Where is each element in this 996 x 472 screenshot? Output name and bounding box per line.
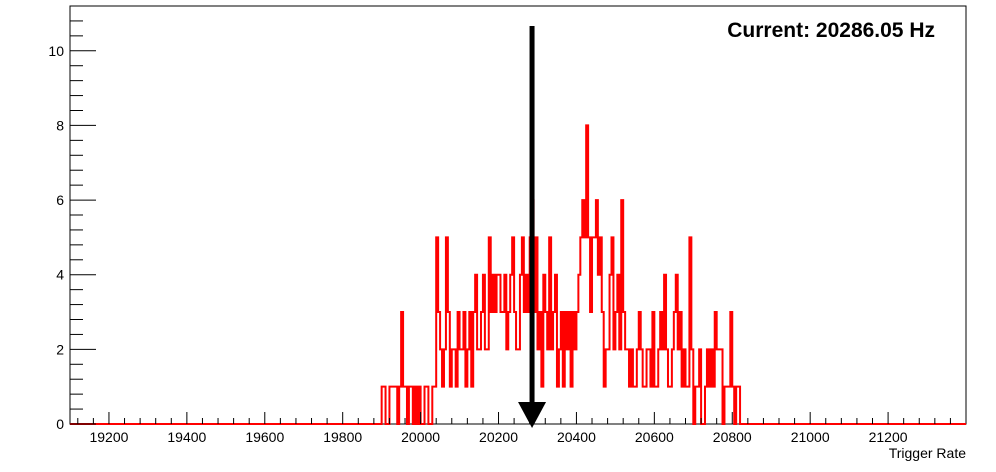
- plot-frame: [69, 5, 967, 425]
- current-rate-annotation: Current: 20286.05 Hz: [727, 19, 935, 42]
- y-tick-label: 8: [56, 117, 64, 133]
- x-tick-label: 19800: [323, 429, 362, 445]
- y-tick-label: 4: [56, 267, 64, 283]
- y-tick-label: 2: [56, 341, 64, 357]
- y-tick-label: 10: [48, 43, 64, 59]
- y-tick-label: 0: [56, 416, 64, 432]
- x-tick-label: 21200: [869, 429, 908, 445]
- current-rate-arrow-head: [518, 402, 547, 428]
- histogram-series-line: [70, 124, 966, 425]
- y-tick-label: 6: [56, 192, 64, 208]
- x-tick-label: 20800: [713, 429, 752, 445]
- x-tick-label: 19200: [89, 429, 128, 445]
- x-tick-label: 20400: [557, 429, 596, 445]
- x-tick-label: 19600: [245, 429, 284, 445]
- x-axis-title: Trigger Rate: [889, 445, 967, 461]
- x-tick-label: 20200: [479, 429, 518, 445]
- x-tick-label: 21000: [791, 429, 830, 445]
- x-tick-label: 20000: [401, 429, 440, 445]
- x-tick-label: 20600: [635, 429, 674, 445]
- x-tick-label: 19400: [167, 429, 206, 445]
